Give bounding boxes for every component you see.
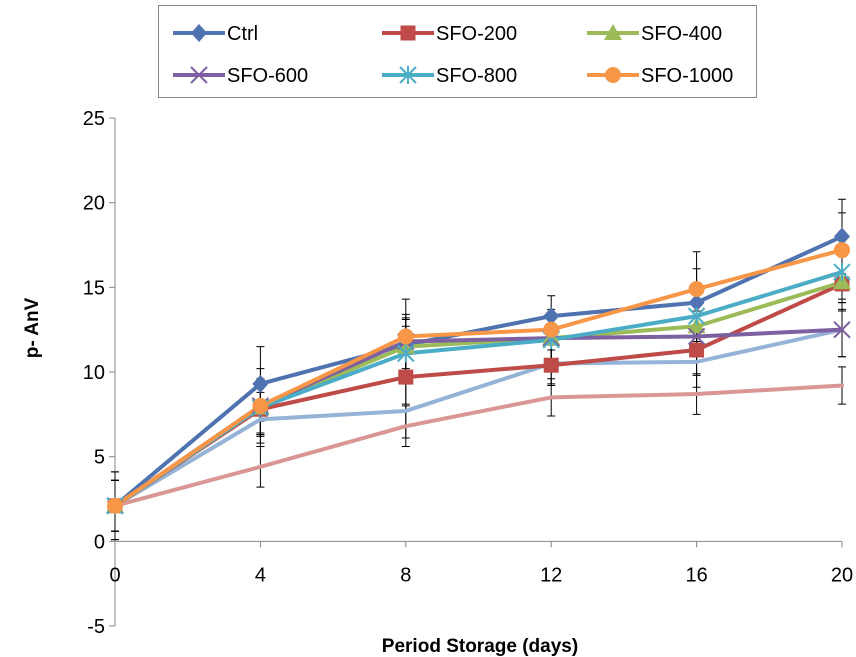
y-tick-label: 5: [94, 447, 105, 469]
series-markers: [106, 227, 851, 515]
legend: Ctrl SFO-200 SFO-400 SFO-600 SFO-800 SFO-1000: [158, 5, 757, 98]
x-axis-title: Period Storage (days): [382, 636, 578, 657]
y-tick-label: 25: [83, 108, 105, 130]
data-point-sfo-400: [687, 317, 706, 334]
x-tick-label: 8: [400, 564, 411, 586]
data-point-sfo-400: [833, 273, 851, 290]
data-point-sfo-200: [543, 357, 559, 373]
series-line-series-8: [113, 383, 844, 508]
y-tick-label: 20: [83, 193, 105, 215]
y-tick-label: 15: [83, 277, 105, 299]
data-point-sfo-1000: [252, 397, 269, 414]
x-tick-label: 16: [685, 564, 707, 586]
data-point-ctrl: [688, 293, 705, 312]
legend-label-ctrl: Ctrl: [227, 23, 258, 45]
legend-marker-sfo-600: [190, 66, 208, 84]
y-axis-title: p- AnV: [22, 297, 43, 358]
data-point-sfo-800: [687, 307, 706, 326]
data-point-sfo-1000: [834, 242, 850, 259]
data-point-sfo-800: [833, 263, 851, 282]
data-point-sfo-1000: [107, 497, 123, 514]
data-point-ctrl: [834, 227, 850, 246]
data-point-ctrl: [543, 307, 560, 326]
data-point-sfo-1000: [688, 281, 705, 298]
data-point-sfo-600: [833, 320, 851, 339]
series-lines: [113, 234, 844, 508]
legend-label-sfo-800: SFO-800: [436, 65, 517, 87]
data-point-sfo-1000: [397, 328, 414, 345]
x-tick-label: 20: [831, 564, 853, 586]
legend-marker-sfo-800: [399, 66, 417, 84]
data-point-sfo-200: [689, 342, 705, 358]
legend-marker-sfo-400: [604, 24, 622, 40]
data-point-sfo-800: [397, 344, 415, 363]
legend-marker-ctrl: [191, 24, 207, 42]
x-tick-label: 0: [109, 564, 120, 586]
x-tick-label: 12: [540, 564, 562, 586]
legend-label-sfo-1000: SFO-1000: [641, 65, 733, 87]
legend-marker-sfo-1000: [605, 67, 621, 83]
y-tick-label: 10: [83, 362, 105, 384]
series-line-ctrl: [113, 234, 844, 508]
series-line-sfo-1000: [113, 248, 844, 508]
legend-marker-sfo-200: [400, 25, 416, 41]
axes: -5 0 5 10 15 20 25 0 4 8 12 16 20: [83, 108, 853, 638]
series-line-sfo-600: [113, 327, 844, 508]
x-tick-label: 4: [255, 564, 266, 586]
y-tick-label: -5: [87, 616, 105, 638]
legend-label-sfo-600: SFO-600: [227, 65, 308, 87]
data-point-sfo-600: [687, 327, 706, 346]
y-tick-label: 0: [94, 531, 105, 553]
data-point-ctrl: [252, 374, 269, 393]
legend-label-sfo-400: SFO-400: [641, 23, 722, 45]
series-line-sfo-400: [113, 280, 844, 508]
legend-frame: [158, 5, 757, 98]
data-point-sfo-200: [398, 369, 414, 385]
legend-label-sfo-200: SFO-200: [436, 23, 517, 45]
data-point-sfo-1000: [543, 321, 560, 338]
series-line-series-7: [113, 327, 844, 508]
